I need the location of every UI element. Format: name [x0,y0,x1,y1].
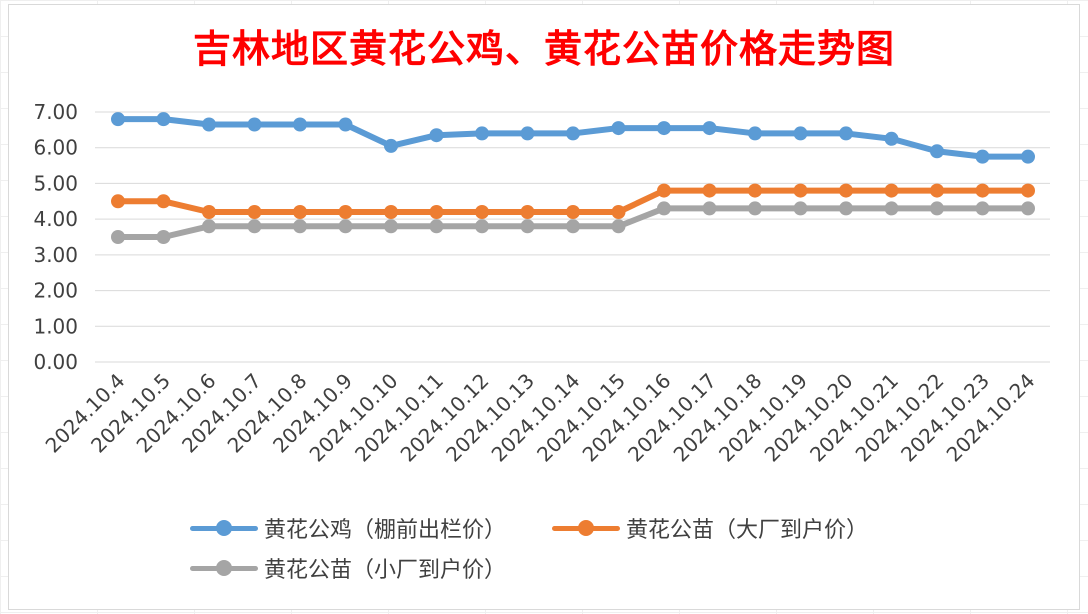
series-1-point-18 [930,144,944,159]
series-3-point-15 [793,201,808,216]
y-tick-label-2: 2.00 [33,279,78,303]
series-1-point-5 [338,117,353,132]
series-2-point-14 [748,183,762,198]
series-2-point-3 [247,205,262,219]
series-1-point-14 [748,126,762,141]
series-3-point-14 [748,201,762,216]
series-1-point-9 [520,126,535,141]
series-1-point-12 [657,121,671,136]
y-tick-label-1: 1.00 [33,314,78,338]
series-2-point-1 [156,194,171,209]
y-tick-label-5: 5.00 [33,171,78,195]
legend-swatch-series-3 [190,557,258,579]
series-2-point-20 [1021,183,1035,198]
series-1-point-8 [475,126,489,141]
series-3-point-19 [975,201,990,216]
legend-swatch-series-2 [552,517,620,539]
series-2-point-16 [839,183,853,198]
legend-item-series-3: 黄花公苗（小厂到户价） [190,552,506,584]
series-3-point-7 [429,219,444,234]
series-2-point-11 [611,205,626,219]
series-2-point-2 [202,205,216,219]
series-1-point-6 [384,138,398,153]
series-1-point-10 [566,126,580,141]
series-1-point-16 [839,126,853,141]
legend-label-series-2: 黄花公苗（大厂到户价） [626,518,869,543]
legend-item-series-2: 黄花公苗（大厂到户价） [552,512,868,544]
series-1-point-19 [975,149,990,164]
chart-area[interactable] [8,4,1080,610]
series-3-point-9 [520,219,535,234]
series-3-point-12 [657,201,671,216]
series-2-point-15 [793,183,808,198]
series-1-point-1 [156,112,171,127]
series-3-point-3 [247,219,262,234]
series-3-point-2 [202,219,216,234]
series-3-point-6 [384,219,398,234]
series-3-point-11 [611,219,626,234]
series-1-point-15 [793,126,808,141]
series-3-point-5 [338,219,353,234]
series-3-point-0 [111,230,125,244]
series-1-point-0 [111,112,125,127]
series-2-point-12 [657,183,671,198]
series-2-point-19 [975,183,990,198]
series-2-point-0 [111,194,125,209]
legend-label-series-3: 黄花公苗（小厂到户价） [264,558,507,583]
series-2-point-9 [520,205,535,219]
legend-item-series-1: 黄花公鸡（棚前出栏价） [190,512,506,544]
legend-label-series-1: 黄花公鸡（棚前出栏价） [264,518,507,543]
series-2-point-7 [429,205,444,219]
series-3-point-8 [475,219,489,234]
series-3-point-4 [293,219,307,234]
series-2-point-4 [293,205,307,219]
series-1-point-2 [202,117,216,132]
series-3-point-18 [930,201,944,216]
series-2-point-5 [338,205,353,219]
series-3-point-1 [156,230,171,244]
series-2-point-17 [884,183,899,198]
series-1-point-3 [247,117,262,132]
series-1-point-7 [429,128,444,143]
series-1-point-13 [702,121,717,136]
chart-title: 吉林地区黄花公鸡、黄花公苗价格走势图 [192,26,895,71]
series-3-point-17 [884,201,899,216]
y-tick-label-6: 6.00 [33,136,78,160]
series-2-point-18 [930,183,944,198]
series-2-point-8 [475,205,489,219]
y-tick-label-4: 4.00 [33,207,78,231]
y-tick-label-7: 7.00 [33,100,78,124]
series-1-point-17 [884,131,899,146]
series-1-point-4 [293,117,307,132]
series-3-point-10 [566,219,580,234]
series-2-point-10 [566,205,580,219]
series-3-point-13 [702,201,717,216]
series-1-point-11 [611,121,626,136]
series-1-point-20 [1021,149,1035,164]
y-tick-label-0: 0.00 [33,350,78,374]
series-2-point-13 [702,183,717,198]
series-2-point-6 [384,205,398,219]
legend-swatch-series-1 [190,517,258,539]
series-3-point-20 [1021,201,1035,216]
series-3-point-16 [839,201,853,216]
y-tick-label-3: 3.00 [33,243,78,267]
